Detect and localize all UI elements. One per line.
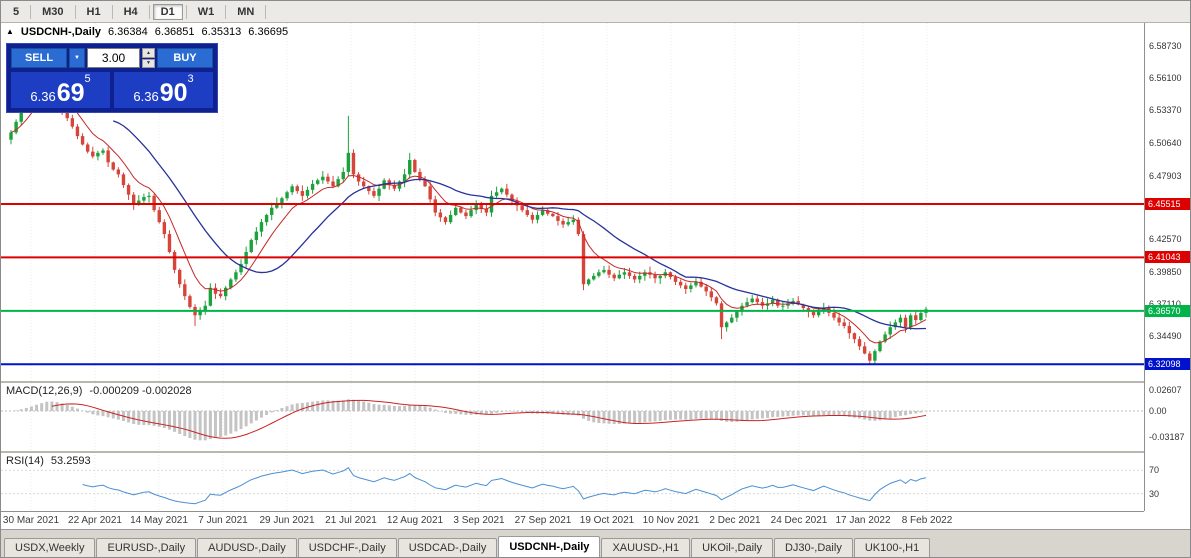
volume-dropdown-button[interactable]: ▼ — [69, 48, 85, 68]
date-axis-label: 3 Sep 2021 — [453, 515, 505, 526]
tab-uk100-h1[interactable]: UK100-,H1 — [853, 538, 931, 557]
timeframe-button-mn[interactable]: MN — [229, 4, 262, 20]
toolbar-separator — [148, 4, 150, 19]
toolbar-separator — [265, 4, 267, 19]
bid-price-button[interactable]: 6.36 69 5 — [11, 72, 110, 108]
buy-button[interactable]: BUY — [157, 48, 213, 68]
volume-input[interactable] — [87, 48, 140, 68]
bid-prefix: 6.36 — [30, 89, 56, 104]
chart-canvas[interactable] — [1, 23, 1144, 511]
date-axis-label: 22 Apr 2021 — [68, 515, 122, 526]
ask-main: 90 — [159, 79, 188, 107]
rsi-value: 53.2593 — [50, 455, 91, 467]
date-axis-label: 21 Jul 2021 — [325, 515, 377, 526]
ohlc-close: 6.36695 — [248, 26, 289, 38]
tab-dj30-daily[interactable]: DJ30-,Daily — [773, 538, 853, 557]
rsi-axis-label: 70 — [1149, 465, 1160, 476]
date-axis-label: 19 Oct 2021 — [579, 515, 635, 526]
price-axis-label: 6.53370 — [1149, 105, 1182, 116]
ohlc-open: 6.36384 — [108, 26, 148, 38]
macd-values: -0.000209 -0.002028 — [89, 385, 192, 397]
date-axis-label: 17 Jan 2022 — [835, 515, 891, 526]
tab-xauusd-h1[interactable]: XAUUSD-,H1 — [601, 538, 691, 557]
tab-usdcnh-daily[interactable]: USDCNH-,Daily — [498, 536, 601, 557]
tab-eurusd-daily[interactable]: EURUSD-,Daily — [96, 538, 197, 557]
price-axis-label: 6.42570 — [1149, 234, 1182, 245]
date-axis-label: 7 Jun 2021 — [198, 515, 248, 526]
price-axis-label: 6.58730 — [1149, 41, 1182, 52]
chart-title: ▲ USDCNH-,Daily 6.36384 6.36851 6.35313 … — [6, 26, 288, 38]
date-axis-label: 27 Sep 2021 — [514, 515, 572, 526]
tab-usdcad-daily[interactable]: USDCAD-,Daily — [397, 538, 498, 557]
tab-usdx-weekly[interactable]: USDX,Weekly — [4, 538, 96, 557]
toolbar-separator — [111, 4, 113, 19]
timeframe-button-5[interactable]: 5 — [5, 4, 27, 20]
volume-increase-button[interactable]: ▲ — [142, 48, 155, 58]
ask-pip: 3 — [187, 73, 194, 85]
date-axis-label: 2 Dec 2021 — [709, 515, 761, 526]
date-axis-label: 30 Mar 2021 — [2, 515, 60, 526]
toolbar-separator — [225, 4, 227, 19]
ohlc-low: 6.35313 — [201, 26, 242, 38]
timeframe-toolbar: 5 M30 H1 H4 D1 W1 MN — [1, 1, 1190, 23]
ohlc-high: 6.36851 — [154, 26, 195, 38]
price-axis-label: 6.34490 — [1149, 330, 1182, 341]
chevron-down-icon: ▼ — [74, 55, 80, 61]
toolbar-separator — [185, 4, 187, 19]
price-line-badge: 6.41043 — [1145, 251, 1190, 264]
macd-name: MACD(12,26,9) — [6, 385, 83, 397]
macd-axis-label: 0.02607 — [1149, 385, 1182, 395]
chevron-down-icon: ▼ — [146, 60, 151, 67]
date-axis-label: 8 Feb 2022 — [901, 515, 953, 526]
macd-axis-label: 0.00 — [1149, 406, 1167, 416]
chart-symbol-label: USDCNH-,Daily — [20, 26, 101, 38]
toolbar-separator — [30, 4, 32, 19]
price-axis-label: 6.39850 — [1149, 266, 1182, 277]
bid-main: 69 — [56, 79, 85, 107]
date-axis-label: 12 Aug 2021 — [386, 515, 444, 526]
price-axis-label: 6.56100 — [1149, 72, 1182, 83]
chart-panel: ▲ USDCNH-,Daily 6.36384 6.36851 6.35313 … — [1, 23, 1144, 511]
price-axis[interactable]: 6.58730 6.56100 6.53370 6.50640 6.47903 6.425… — [1144, 23, 1190, 511]
symbol-tab-bar: USDX,Weekly EURUSD-,Daily AUDUSD-,Daily USD… — [1, 529, 1190, 557]
rsi-axis-label: 30 — [1149, 488, 1160, 499]
tab-ukoil-daily[interactable]: UKOil-,Daily — [691, 538, 773, 557]
timeframe-button-m30[interactable]: M30 — [34, 4, 71, 20]
price-axis-label: 6.50640 — [1149, 137, 1182, 148]
chevron-up-icon: ▲ — [146, 49, 151, 56]
rsi-name: RSI(14) — [6, 455, 44, 467]
price-axis-label: 6.47903 — [1149, 170, 1182, 181]
tab-usdchf-daily[interactable]: USDCHF-,Daily — [297, 538, 397, 557]
date-axis-label: 14 May 2021 — [130, 515, 188, 526]
timeframe-button-d1[interactable]: D1 — [152, 3, 183, 20]
ask-price-button[interactable]: 6.36 90 3 — [114, 72, 213, 108]
volume-decrease-button[interactable]: ▼ — [142, 58, 155, 68]
price-line-badge: 6.45515 — [1145, 198, 1190, 210]
date-axis-label: 29 Jun 2021 — [259, 515, 315, 526]
price-axis-label: 6.37110 — [1149, 299, 1181, 309]
date-axis-label: 24 Dec 2021 — [770, 515, 828, 526]
sell-button[interactable]: SELL — [11, 48, 67, 68]
timeframe-button-h4[interactable]: H4 — [116, 4, 146, 20]
date-axis[interactable]: 30 Mar 2021 22 Apr 2021 14 May 2021 7 Jun 2… — [1, 511, 1144, 529]
price-line-badge: 6.32098 — [1145, 358, 1190, 371]
bid-pip: 5 — [84, 73, 91, 85]
timeframe-button-h1[interactable]: H1 — [79, 4, 109, 20]
volume-spinner: ▲ ▼ — [142, 48, 155, 68]
toolbar-separator — [74, 4, 76, 19]
macd-indicator-label: MACD(12,26,9) -0.000209 -0.002028 — [6, 385, 192, 397]
ask-prefix: 6.36 — [133, 89, 159, 104]
tab-audusd-daily[interactable]: AUDUSD-,Daily — [197, 538, 297, 557]
price-line-badge: 6.36570 — [1145, 304, 1190, 317]
macd-axis-label: -0.03187 — [1149, 431, 1185, 442]
timeframe-button-w1[interactable]: W1 — [190, 4, 223, 20]
date-axis-label: 10 Nov 2021 — [642, 515, 700, 526]
rsi-indicator-label: RSI(14) 53.2593 — [6, 455, 91, 467]
collapse-icon[interactable]: ▲ — [6, 27, 14, 36]
